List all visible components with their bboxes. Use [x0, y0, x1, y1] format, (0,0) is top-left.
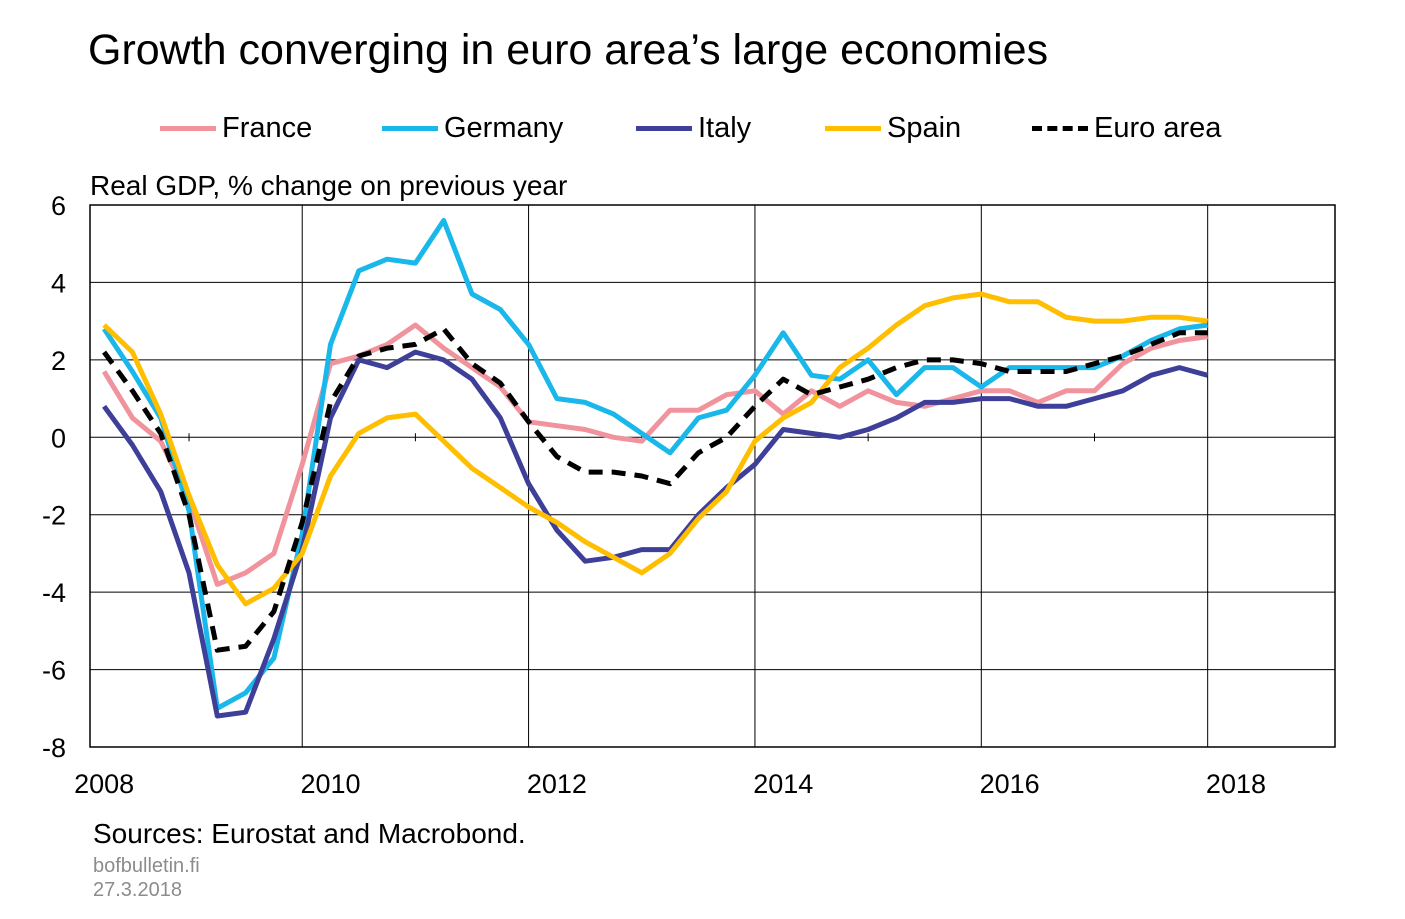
y-tick-label: 0 [51, 423, 66, 453]
y-tick-label: 4 [51, 268, 66, 298]
y-tick-label: 6 [51, 191, 66, 221]
y-axis-title: Real GDP, % change on previous year [90, 170, 568, 201]
y-tick-label: -6 [42, 656, 66, 686]
legend-swatch-germany [382, 126, 438, 131]
x-tick-label: 2010 [300, 769, 360, 799]
legend-item-spain: Spain [825, 112, 961, 145]
series-line-euro-area [102, 326, 1208, 653]
x-tick-label: 2018 [1206, 769, 1266, 799]
y-tick-label: 2 [51, 346, 66, 376]
y-tick-label: -4 [42, 578, 66, 608]
legend-item-france: France [160, 112, 312, 145]
x-tick-label: 2016 [980, 769, 1040, 799]
y-tick-label: -2 [42, 501, 66, 531]
series-line-germany [102, 218, 1209, 711]
legend-label-france: France [222, 112, 313, 144]
legend-swatch-euro-area [1032, 126, 1088, 131]
x-tick-label: 2014 [753, 769, 813, 799]
series-line-france [101, 322, 1209, 587]
legend-swatch-spain [825, 126, 881, 131]
legend-item-italy: Italy [636, 112, 751, 145]
y-tick-label: -8 [42, 733, 66, 763]
legend-label-euro-area: Euro area [1094, 112, 1222, 144]
legend-swatch-france [160, 126, 216, 131]
legend-swatch-italy [636, 126, 692, 131]
source-note: Sources: Eurostat and Macrobond. [93, 818, 526, 849]
legend-item-euro-area: Euro area [1032, 112, 1221, 145]
plot-frame [89, 204, 1336, 748]
series-line-italy [102, 349, 1209, 719]
x-tick-label: 2012 [527, 769, 587, 799]
x-tick-label: 2008 [74, 769, 134, 799]
publication-date: 27.3.2018 [93, 879, 182, 901]
legend-label-germany: Germany [444, 112, 564, 144]
legend-item-germany: Germany [382, 112, 563, 145]
legend: France Germany Italy Spain Euro area [160, 112, 1310, 150]
legend-label-italy: Italy [698, 112, 752, 144]
chart-title: Growth converging in euro area’s large e… [88, 26, 1049, 74]
legend-label-spain: Spain [887, 112, 962, 144]
website-label: bofbulletin.fi [93, 855, 200, 877]
